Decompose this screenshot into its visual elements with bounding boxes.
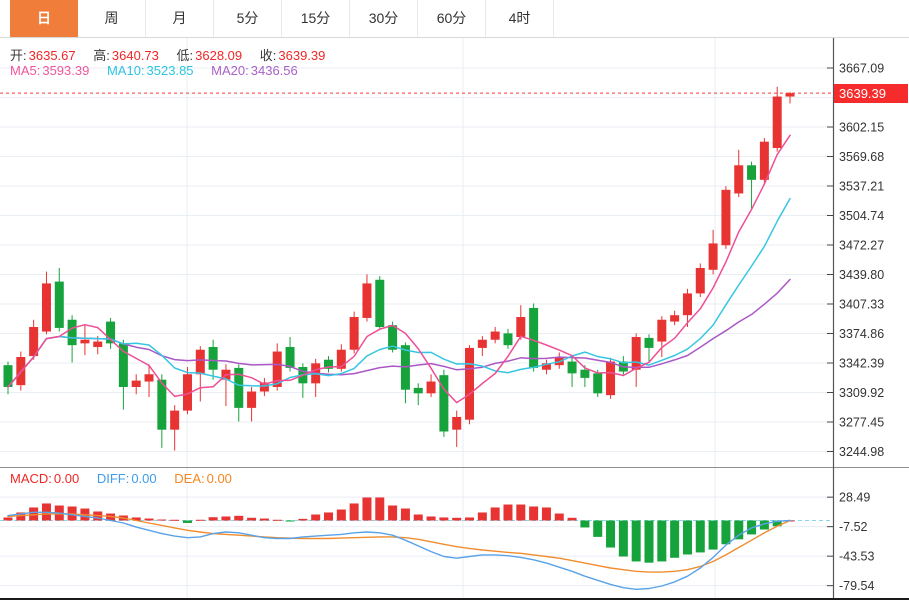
svg-text:3472.27: 3472.27 — [839, 239, 884, 253]
svg-text:3407.33: 3407.33 — [839, 298, 884, 312]
svg-text:3439.80: 3439.80 — [839, 268, 884, 282]
open-value: 3635.67 — [28, 48, 76, 63]
ohlc-readout: 开: 3635.67 高: 3640.73 低: 3628.09 收: 3639.39 — [10, 45, 339, 64]
macd-readout: MACD: 0.00 DIFF: 0.00 DEA: 0.00 — [10, 471, 246, 486]
ma10-value: 3523.85 — [146, 63, 194, 78]
high-value: 3640.73 — [111, 48, 159, 63]
tab-week[interactable]: 周 — [78, 0, 146, 37]
high-label: 高: — [93, 48, 110, 63]
open-label: 开: — [10, 48, 27, 63]
svg-text:3569.68: 3569.68 — [839, 150, 884, 164]
tab-60min[interactable]: 60分 — [418, 0, 486, 37]
ma-readout: MA5: 3593.39 MA10: 3523.85 MA20: 3436.56 — [10, 63, 312, 78]
svg-text:3667.09: 3667.09 — [839, 62, 884, 76]
svg-text:-43.53: -43.53 — [839, 550, 874, 564]
ma10-label: MA10: — [106, 63, 145, 78]
svg-text:28.49: 28.49 — [839, 491, 870, 505]
svg-text:3374.86: 3374.86 — [839, 327, 884, 341]
svg-text:-79.54: -79.54 — [839, 579, 874, 593]
macd-label: MACD: — [10, 471, 52, 486]
dea-value: 0.00 — [206, 471, 232, 486]
svg-text:3537.21: 3537.21 — [839, 180, 884, 194]
tab-month[interactable]: 月 — [146, 0, 214, 37]
tab-5min[interactable]: 5分 — [214, 0, 282, 37]
low-label: 低: — [176, 48, 194, 63]
tab-30min[interactable]: 30分 — [350, 0, 418, 37]
svg-text:-7.52: -7.52 — [839, 520, 868, 534]
close-value: 3639.39 — [278, 48, 326, 63]
tab-15min[interactable]: 15分 — [282, 0, 350, 37]
ma5-label: MA5: — [10, 63, 41, 78]
diff-label: DIFF: — [96, 471, 130, 486]
svg-text:3602.15: 3602.15 — [839, 121, 884, 135]
ma5-value: 3593.39 — [42, 63, 90, 78]
svg-text:3244.98: 3244.98 — [839, 445, 884, 459]
ma20-value: 3436.56 — [250, 63, 298, 78]
diff-value: 0.00 — [131, 471, 157, 486]
close-label: 收: — [259, 48, 277, 63]
svg-text:3277.45: 3277.45 — [839, 416, 884, 430]
dea-label: DEA: — [174, 471, 205, 486]
tab-day[interactable]: 日 — [10, 0, 78, 37]
tab-4hour[interactable]: 4时 — [486, 0, 554, 37]
svg-text:3309.92: 3309.92 — [839, 386, 884, 400]
current-price-badge: 3639.39 — [834, 84, 908, 103]
macd-value: 0.00 — [53, 471, 80, 486]
ma20-label: MA20: — [211, 63, 249, 78]
svg-text:3342.39: 3342.39 — [839, 357, 884, 371]
svg-text:3504.74: 3504.74 — [839, 209, 884, 223]
interval-tabbar: 日 周 月 5分 15分 30分 60分 4时 — [0, 0, 909, 38]
low-value: 3628.09 — [195, 48, 243, 63]
